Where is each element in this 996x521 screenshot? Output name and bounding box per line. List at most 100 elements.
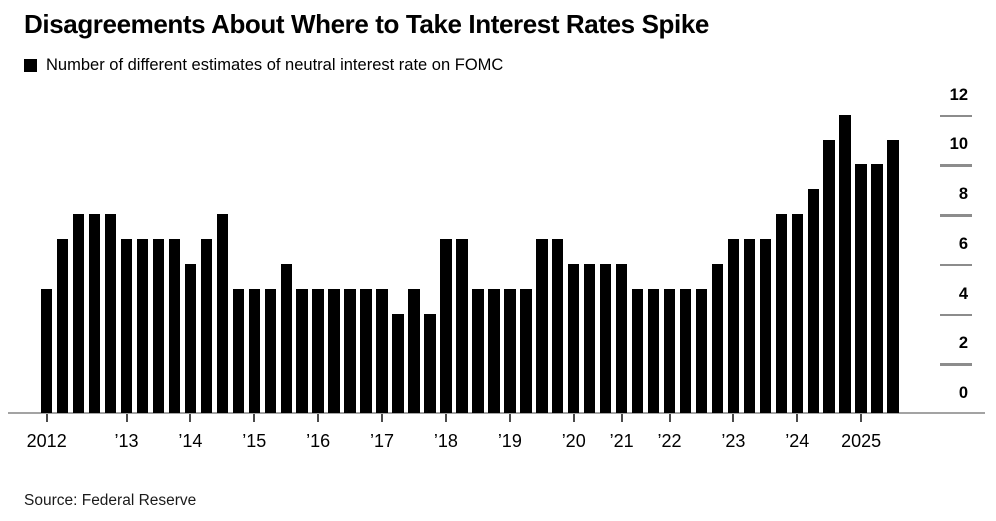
legend-swatch-icon [24, 59, 37, 72]
bar [200, 238, 213, 413]
bar [280, 263, 292, 413]
y-axis-tick-dash [940, 363, 972, 366]
bar [216, 214, 229, 413]
bar [56, 238, 69, 413]
source-note: Source: Federal Reserve [24, 492, 197, 509]
y-axis-tick-dash [940, 214, 972, 217]
y-axis-value-label: 6 [958, 234, 968, 253]
bar [264, 288, 277, 413]
bar [775, 214, 788, 413]
bar [663, 288, 676, 413]
x-axis-year-label: ’23 [721, 431, 746, 451]
bar [424, 313, 436, 413]
x-axis-tick [620, 414, 623, 422]
bar [520, 288, 532, 413]
bar [72, 214, 85, 413]
x-axis-year-label: ’18 [433, 431, 458, 451]
bar [456, 238, 468, 413]
bar [40, 288, 53, 413]
bar [360, 288, 372, 413]
bar [328, 288, 340, 413]
x-axis-tick [189, 414, 192, 422]
bar [296, 288, 308, 413]
bar [136, 238, 149, 413]
bar [679, 288, 692, 413]
bar [88, 214, 101, 413]
bar [312, 288, 324, 413]
legend-label: Number of different estimates of neutral… [46, 56, 504, 74]
x-axis-tick [860, 414, 863, 422]
x-axis-tick [572, 414, 575, 422]
bar [120, 238, 133, 413]
x-axis-year-label: ’19 [497, 431, 522, 451]
bar [791, 214, 804, 413]
bar [232, 288, 245, 413]
x-axis-year-label: 2012 [26, 431, 67, 451]
bar [599, 263, 612, 413]
y-axis-tick-dash [940, 164, 972, 167]
bar [344, 288, 356, 413]
bar [727, 238, 740, 413]
bar [839, 114, 851, 413]
x-axis-tick [381, 414, 384, 422]
bar [887, 139, 899, 413]
x-axis-tick [45, 414, 48, 422]
x-axis-year-label: 2025 [841, 431, 882, 451]
bar [536, 238, 548, 413]
y-axis-tick-dash [940, 313, 972, 317]
x-axis-line [8, 412, 985, 414]
bar [823, 139, 835, 413]
x-axis-tick [317, 414, 320, 422]
y-axis-tick-dash [940, 114, 972, 118]
y-axis-value-label: 2 [958, 334, 968, 353]
bar [551, 238, 564, 413]
bar [248, 288, 261, 413]
x-axis-tick [508, 414, 511, 422]
x-axis-tick [253, 414, 256, 422]
y-axis-value-label: 0 [958, 384, 968, 402]
bar [615, 263, 628, 413]
x-axis-year-label: ’15 [242, 431, 267, 451]
bar [711, 263, 724, 413]
x-axis-year-label: ’20 [561, 431, 586, 451]
bar [743, 238, 756, 413]
bar [631, 288, 644, 413]
y-axis-value-label: 4 [958, 284, 968, 303]
bar [152, 238, 165, 413]
chart-title: Disagreements About Where to Take Intere… [24, 9, 709, 39]
y-axis-tick-dash [940, 263, 972, 267]
x-axis-tick [444, 414, 447, 422]
bar [759, 238, 772, 413]
bar [695, 288, 708, 413]
x-axis-year-label: ’24 [785, 431, 810, 451]
bar [504, 288, 516, 413]
x-axis-year-label: ’21 [609, 431, 634, 451]
bar [472, 288, 484, 413]
bar [376, 288, 388, 413]
bar [567, 263, 580, 413]
bar [408, 288, 420, 413]
legend: Number of different estimates of neutral… [24, 56, 503, 75]
y-axis-value-label: 12 [949, 85, 968, 104]
bar [855, 164, 867, 413]
x-axis-tick [796, 414, 799, 422]
bar [488, 288, 500, 413]
x-axis-tick [732, 414, 735, 422]
bar [647, 288, 660, 413]
bar [168, 238, 181, 413]
x-axis-year-label: ’17 [370, 431, 395, 451]
y-axis-value-label: 10 [949, 135, 968, 154]
x-axis-year-label: ’16 [306, 431, 331, 451]
bar [104, 214, 117, 413]
x-axis-year-label: ’14 [178, 431, 203, 451]
x-axis-year-label: ’13 [114, 431, 139, 451]
bar [392, 313, 404, 413]
x-axis-tick [125, 414, 128, 422]
x-axis-tick [668, 414, 671, 422]
y-axis-value-label: 8 [958, 185, 968, 204]
bar [807, 189, 819, 413]
bar [440, 238, 452, 413]
bar [184, 263, 197, 413]
